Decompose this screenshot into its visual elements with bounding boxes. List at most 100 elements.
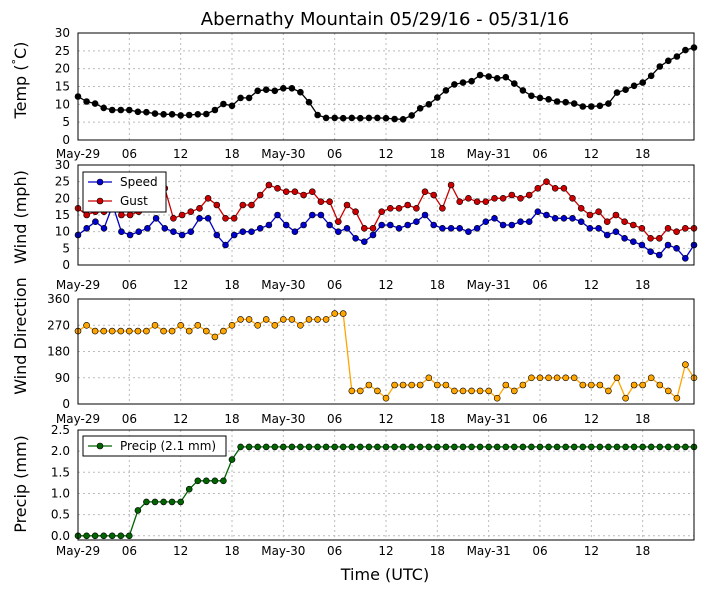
data-point-direction <box>459 387 467 395</box>
data-point-gust <box>83 211 90 219</box>
data-point-direction <box>502 381 510 389</box>
data-point-direction <box>528 374 535 382</box>
data-point-speed <box>161 225 169 232</box>
data-point-temp <box>416 105 424 112</box>
plot-frame <box>77 164 695 266</box>
x-tick-label: 12 <box>173 278 188 292</box>
data-point-speed <box>222 241 229 249</box>
data-point-gust <box>560 185 568 192</box>
data-point-gust <box>248 201 255 209</box>
data-point-gust <box>178 211 186 219</box>
data-point-precip <box>143 498 150 506</box>
data-point-direction <box>664 387 672 395</box>
data-point-direction <box>203 327 210 335</box>
data-point-direction <box>545 374 552 382</box>
x-tick-label: 12 <box>584 412 599 426</box>
data-point-direction <box>305 316 313 323</box>
x-tick-label: 12 <box>378 278 393 292</box>
data-point-precip <box>297 443 304 451</box>
data-point-direction <box>271 321 279 329</box>
x-tick-label: May-29 <box>56 412 100 426</box>
data-point-speed <box>525 218 533 225</box>
x-tick-label: 12 <box>173 412 188 426</box>
data-point-precip <box>305 443 313 451</box>
data-point-gust <box>569 195 576 202</box>
data-point-gust <box>491 195 498 202</box>
data-point-gust <box>629 221 637 229</box>
data-point-direction <box>100 327 107 335</box>
data-point-direction <box>382 394 390 402</box>
x-tick-label: May-30 <box>261 544 305 558</box>
data-point-precip <box>613 443 621 451</box>
data-point-precip <box>579 443 587 451</box>
data-point-precip <box>168 498 176 506</box>
data-point-direction <box>562 374 570 382</box>
data-point-direction <box>673 394 681 402</box>
data-point-precip <box>339 443 347 451</box>
data-point-temp <box>579 103 587 110</box>
data-point-gust <box>664 225 672 232</box>
data-point-gust <box>647 235 654 242</box>
y-axis-label: Wind (mph) <box>11 170 30 264</box>
data-point-direction <box>630 381 638 389</box>
data-point-temp <box>117 106 125 114</box>
data-point-precip <box>262 443 270 451</box>
data-point-precip <box>288 443 296 451</box>
y-tick-label: 2.0 <box>51 444 70 458</box>
data-point-speed <box>386 221 394 229</box>
x-tick-label: 18 <box>430 544 445 558</box>
data-point-speed <box>317 211 325 219</box>
data-point-direction <box>91 327 99 335</box>
data-point-speed <box>282 221 290 229</box>
data-point-direction <box>391 381 398 389</box>
data-point-speed <box>196 215 203 222</box>
data-point-speed <box>551 215 559 222</box>
data-point-direction <box>151 321 159 329</box>
data-point-precip <box>528 443 535 451</box>
data-point-precip <box>314 443 321 451</box>
y-tick-label: 0 <box>62 397 70 411</box>
y-tick-label: 15 <box>55 208 70 222</box>
data-point-precip <box>254 443 262 451</box>
data-point-direction <box>117 327 125 335</box>
data-point-speed <box>413 218 420 225</box>
data-point-gust <box>300 191 307 199</box>
y-tick-label: 20 <box>55 62 70 76</box>
data-point-temp <box>143 108 150 116</box>
x-tick-label: May-30 <box>261 412 305 426</box>
data-point-direction <box>536 374 544 382</box>
y-tick-label: 25 <box>55 175 70 189</box>
data-point-direction <box>485 387 493 395</box>
data-point-speed <box>308 211 316 219</box>
data-point-speed <box>439 225 446 232</box>
data-point-gust <box>430 191 438 199</box>
data-point-gust <box>308 188 316 195</box>
y-tick-label: 90 <box>55 371 70 385</box>
data-point-temp <box>553 98 561 105</box>
data-point-precip <box>682 443 689 451</box>
x-tick-label: 18 <box>635 278 650 292</box>
data-point-direction <box>108 327 116 335</box>
data-point-temp <box>485 73 493 80</box>
data-point-speed <box>421 211 429 219</box>
data-point-temp <box>228 102 236 110</box>
x-tick-label: 06 <box>122 147 137 161</box>
data-point-gust <box>447 181 455 189</box>
data-point-gust <box>508 191 516 199</box>
x-tick-label: 18 <box>224 278 239 292</box>
data-point-gust <box>465 195 472 202</box>
x-tick-label: 06 <box>327 278 342 292</box>
data-point-direction <box>587 381 595 389</box>
data-point-direction <box>228 321 236 329</box>
data-point-temp <box>613 89 621 96</box>
y-tick-label: 0 <box>62 133 70 147</box>
data-point-precip <box>237 443 244 451</box>
data-point-gust <box>196 205 203 212</box>
x-tick-label: May-29 <box>56 544 100 558</box>
data-point-direction <box>245 316 253 323</box>
data-point-precip <box>279 443 287 451</box>
y-tick-label: 5 <box>62 115 70 129</box>
data-point-gust <box>638 225 646 232</box>
x-tick-label: 12 <box>378 544 393 558</box>
